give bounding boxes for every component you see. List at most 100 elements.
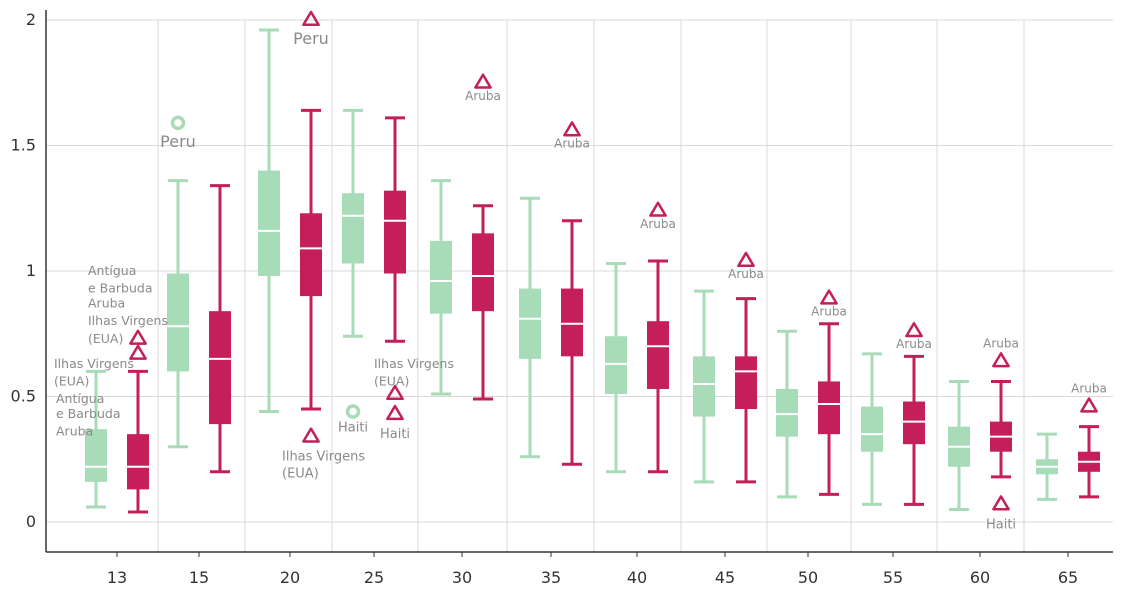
outlier-triangle xyxy=(302,427,320,443)
annotations: Peru Haiti Peru Ilhas Virgens (EUA) Haiti Arub… xyxy=(54,29,1107,532)
annotation-label: e Barbuda xyxy=(88,281,153,296)
outlier-label: Peru xyxy=(293,29,329,48)
box-group xyxy=(776,329,798,499)
y-tick-label: 0.5 xyxy=(11,387,36,406)
outlier-circle xyxy=(345,404,361,419)
annotation-label: (EUA) xyxy=(88,331,123,346)
y-tick-label: 2 xyxy=(26,10,36,29)
annotation-label: Ilhas Virgens xyxy=(88,313,168,328)
outlier-triangle xyxy=(129,329,147,345)
x-tick-label: 30 xyxy=(452,568,472,587)
box-group xyxy=(384,116,406,343)
outlier-label: Aruba xyxy=(983,336,1019,350)
box-group xyxy=(735,297,757,484)
outlier-label: Haiti xyxy=(986,517,1016,532)
box-group xyxy=(561,219,583,466)
box-iqr xyxy=(776,388,798,437)
outlier-label: Aruba xyxy=(1071,382,1107,396)
outlier-triangle xyxy=(129,344,147,360)
outlier-triangle xyxy=(820,289,838,305)
box-group xyxy=(167,179,189,449)
x-tick-label: 50 xyxy=(798,568,818,587)
box-iqr xyxy=(693,356,715,417)
outlier-triangle xyxy=(563,121,581,137)
x-tick-label: 45 xyxy=(715,568,735,587)
box-group xyxy=(300,108,322,411)
axes: 0 0.5 1 1.5 2 13 15 20 25 30 35 40 45 50 55 60 65 xyxy=(11,10,1113,587)
outlier-triangle xyxy=(474,73,492,89)
y-tick-label: 0 xyxy=(26,512,36,531)
box-iqr xyxy=(472,233,494,312)
outlier-triangle xyxy=(386,404,404,421)
box-iqr xyxy=(903,401,925,445)
x-tick-label: 55 xyxy=(883,568,903,587)
outlier-triangle xyxy=(1080,397,1098,413)
box-group xyxy=(1036,432,1058,501)
box-iqr xyxy=(818,381,840,435)
y-tick-label: 1 xyxy=(26,261,36,280)
outlier-label: Peru xyxy=(160,132,196,151)
outlier-label: Haiti xyxy=(338,421,368,436)
annotation-label: Ilhas Virgens xyxy=(54,356,134,371)
outlier-triangle xyxy=(905,321,923,338)
outlier-label: Aruba xyxy=(811,305,847,319)
annotation-label: Aruba xyxy=(56,424,93,439)
outlier-triangle xyxy=(992,352,1010,368)
outlier-triangle xyxy=(737,251,755,268)
outlier-label: Aruba xyxy=(465,89,501,103)
box-iqr xyxy=(342,193,364,264)
outlier-triangle xyxy=(649,201,667,217)
box-group xyxy=(1078,425,1100,499)
outlier-circle xyxy=(170,115,186,131)
box-group xyxy=(209,184,231,474)
outlier-label: (EUA) xyxy=(282,467,319,482)
box-iqr xyxy=(258,170,280,277)
x-tick-label: 25 xyxy=(364,568,384,587)
box-group xyxy=(861,352,883,506)
box-group xyxy=(472,204,494,401)
box-iqr xyxy=(647,321,669,389)
box-group xyxy=(342,108,364,338)
boxes xyxy=(85,28,1100,514)
box-group xyxy=(990,379,1012,479)
box-group xyxy=(85,369,107,509)
outlier-label: Aruba xyxy=(896,337,932,351)
outlier-label: Aruba xyxy=(554,136,590,150)
box-iqr xyxy=(861,406,883,452)
grid-lines xyxy=(46,19,1113,552)
annotation-label: Ilhas Virgens xyxy=(374,356,454,371)
outlier-label: Aruba xyxy=(640,217,676,231)
x-tick-label: 35 xyxy=(541,568,561,587)
x-tick-label: 13 xyxy=(107,568,127,587)
outlier-label: Haiti xyxy=(380,427,410,442)
box-group xyxy=(693,289,715,484)
outlier-label: Ilhas Virgens xyxy=(282,450,365,465)
annotation-label: Antígua xyxy=(56,391,104,406)
box-group xyxy=(647,259,669,474)
box-iqr xyxy=(519,288,541,359)
box-group xyxy=(258,28,280,414)
x-tick-label: 15 xyxy=(189,568,209,587)
x-tick-label: 60 xyxy=(970,568,990,587)
x-tick-label: 20 xyxy=(280,568,300,587)
outliers xyxy=(129,10,1098,511)
box-iqr xyxy=(127,434,149,490)
annotation-label: (EUA) xyxy=(374,373,409,388)
outlier-triangle xyxy=(992,495,1010,511)
box-iqr xyxy=(384,190,406,274)
outlier-label: Aruba xyxy=(728,267,764,281)
annotation-label: Aruba xyxy=(88,296,125,311)
outlier-triangle xyxy=(302,10,320,27)
box-iqr xyxy=(209,311,231,425)
box-iqr xyxy=(430,240,452,314)
box-group xyxy=(903,354,925,506)
box-iqr xyxy=(85,429,107,482)
box-iqr xyxy=(605,336,627,394)
outlier-triangle xyxy=(386,384,404,401)
annotation-label: Antígua xyxy=(88,263,136,278)
box-iqr xyxy=(300,213,322,297)
box-iqr xyxy=(561,288,583,357)
annotation-label: (EUA) xyxy=(54,373,89,388)
x-tick-label: 65 xyxy=(1058,568,1078,587)
